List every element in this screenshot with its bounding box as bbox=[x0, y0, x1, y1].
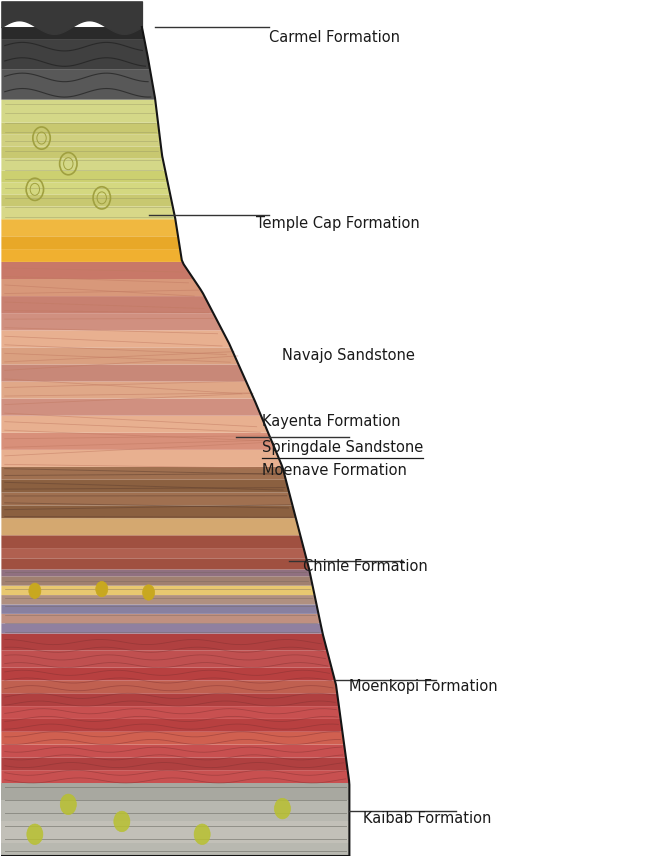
Polygon shape bbox=[1, 207, 175, 219]
Circle shape bbox=[274, 799, 290, 819]
Polygon shape bbox=[1, 569, 310, 576]
Polygon shape bbox=[1, 559, 309, 569]
Polygon shape bbox=[1, 633, 327, 650]
Text: Navajo Sandstone: Navajo Sandstone bbox=[282, 348, 415, 363]
Polygon shape bbox=[1, 313, 222, 330]
Polygon shape bbox=[1, 585, 314, 595]
Polygon shape bbox=[1, 614, 321, 623]
Polygon shape bbox=[1, 548, 306, 559]
Polygon shape bbox=[1, 123, 159, 135]
Polygon shape bbox=[1, 842, 349, 855]
Polygon shape bbox=[1, 364, 246, 381]
Polygon shape bbox=[1, 650, 331, 668]
Polygon shape bbox=[1, 381, 254, 399]
Polygon shape bbox=[1, 69, 155, 99]
Polygon shape bbox=[1, 249, 182, 262]
Polygon shape bbox=[1, 595, 317, 604]
Text: Carmel Formation: Carmel Formation bbox=[269, 30, 400, 45]
Polygon shape bbox=[1, 279, 204, 297]
Circle shape bbox=[194, 824, 210, 844]
Polygon shape bbox=[1, 668, 335, 680]
Polygon shape bbox=[1, 347, 239, 364]
Polygon shape bbox=[1, 706, 341, 719]
Polygon shape bbox=[1, 493, 292, 506]
Circle shape bbox=[29, 583, 41, 598]
Polygon shape bbox=[1, 416, 268, 433]
Polygon shape bbox=[1, 433, 276, 450]
Polygon shape bbox=[1, 693, 339, 706]
Polygon shape bbox=[1, 822, 349, 842]
Polygon shape bbox=[1, 450, 282, 467]
Polygon shape bbox=[1, 604, 319, 614]
Polygon shape bbox=[1, 135, 161, 147]
Polygon shape bbox=[1, 719, 343, 732]
Polygon shape bbox=[1, 623, 323, 633]
Polygon shape bbox=[1, 800, 349, 822]
Text: Kaibab Formation: Kaibab Formation bbox=[363, 811, 491, 825]
Polygon shape bbox=[1, 783, 349, 800]
Polygon shape bbox=[1, 745, 346, 758]
Circle shape bbox=[114, 812, 130, 831]
Circle shape bbox=[142, 584, 155, 600]
Text: Springdale Sandstone: Springdale Sandstone bbox=[262, 440, 423, 455]
Polygon shape bbox=[1, 171, 168, 183]
Polygon shape bbox=[1, 680, 337, 693]
Text: Temple Cap Formation: Temple Cap Formation bbox=[255, 216, 419, 231]
Polygon shape bbox=[1, 770, 349, 783]
Polygon shape bbox=[1, 195, 173, 207]
Circle shape bbox=[95, 581, 108, 596]
Polygon shape bbox=[1, 467, 286, 480]
Polygon shape bbox=[1, 518, 300, 536]
Polygon shape bbox=[1, 399, 261, 416]
Polygon shape bbox=[1, 219, 178, 237]
Polygon shape bbox=[1, 732, 344, 745]
Polygon shape bbox=[1, 480, 289, 493]
Circle shape bbox=[60, 794, 77, 815]
Polygon shape bbox=[1, 99, 158, 123]
Polygon shape bbox=[1, 39, 150, 69]
Circle shape bbox=[27, 824, 43, 844]
Text: Moenkopi Formation: Moenkopi Formation bbox=[349, 679, 498, 694]
Polygon shape bbox=[1, 330, 231, 347]
Text: Kayenta Formation: Kayenta Formation bbox=[262, 414, 401, 429]
Polygon shape bbox=[1, 237, 180, 249]
Text: Moenave Formation: Moenave Formation bbox=[262, 463, 407, 478]
Text: Chinle Formation: Chinle Formation bbox=[302, 560, 427, 574]
Polygon shape bbox=[1, 147, 163, 159]
Polygon shape bbox=[1, 506, 296, 518]
Polygon shape bbox=[1, 183, 170, 195]
Polygon shape bbox=[1, 576, 312, 585]
Polygon shape bbox=[1, 27, 144, 39]
Polygon shape bbox=[1, 297, 213, 313]
Polygon shape bbox=[1, 262, 194, 279]
Polygon shape bbox=[1, 758, 347, 770]
Polygon shape bbox=[1, 159, 165, 171]
Polygon shape bbox=[1, 536, 304, 548]
